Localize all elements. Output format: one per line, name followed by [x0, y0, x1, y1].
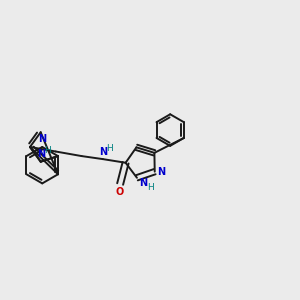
Text: N: N	[99, 147, 107, 158]
Text: H: H	[106, 144, 113, 153]
Text: N: N	[37, 149, 45, 159]
Text: N: N	[157, 167, 166, 177]
Text: H: H	[147, 183, 154, 192]
Text: O: O	[116, 187, 124, 196]
Text: N: N	[140, 178, 148, 188]
Text: N: N	[38, 134, 46, 144]
Text: H: H	[44, 146, 51, 155]
